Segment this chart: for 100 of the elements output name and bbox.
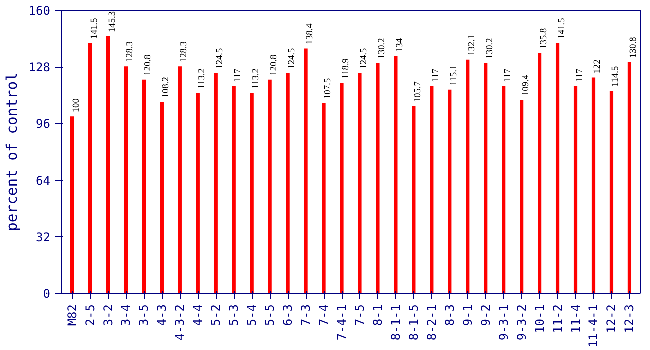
y-tick-label: 64 [36,174,51,188]
bar [160,102,164,294]
x-tick-label: 12-2 [604,304,619,334]
bar [322,103,326,294]
data-label: 130.2 [377,38,388,60]
x-tick-label: 3-4 [119,304,134,326]
data-label: 117 [431,68,442,83]
data-label: 128.3 [180,41,190,63]
x-tick-label: 11-2 [550,304,565,334]
bar [142,80,146,294]
x-tick-label: 8-1 [370,304,385,326]
x-tick-label: 7-4 [317,304,332,326]
bar [304,48,308,294]
bar [286,73,290,294]
data-label: 130.8 [629,36,640,58]
bar [412,106,416,294]
bar [214,73,218,294]
data-label: 128.3 [126,41,136,63]
y-tick-label: 32 [36,230,51,244]
x-tick-label: 8-3 [442,304,457,326]
y-tick-label: 160 [28,4,51,18]
bar [502,86,506,294]
x-tick-label: 5-2 [209,304,224,326]
data-label: 132.1 [467,34,478,56]
bar [592,78,596,294]
bar [124,66,128,294]
bar [394,56,398,294]
data-label: 145.3 [108,11,118,32]
y-axis-title: percent of control [4,72,21,232]
data-label: 141.5 [90,18,100,40]
x-tick-label: 3-5 [137,304,152,326]
data-label: 130.2 [485,38,496,60]
x-tick-label: 4-3-2 [173,304,188,341]
bar [610,90,614,294]
y-tick-label: 128 [28,60,51,75]
bar [106,36,110,294]
data-label: 135.8 [539,28,550,50]
bar [376,63,380,294]
bar [628,62,632,294]
data-label: 138.4 [306,23,316,45]
bar [538,53,542,294]
data-label: 100 [72,98,82,113]
x-tick-label: 10-1 [532,304,547,334]
bar [178,66,182,294]
data-label: 118.9 [342,58,352,80]
x-tick-label: 9-1 [460,304,475,326]
data-label: 141.5 [557,18,568,40]
bar [232,86,236,294]
x-tick-label: 8-1-5 [406,304,421,341]
data-label: 113.2 [252,68,262,90]
bar [448,90,452,294]
data-label: 117 [234,68,244,83]
x-tick-label: 9-3-2 [514,304,529,341]
data-label: 105.7 [413,81,424,103]
x-tick-label: 4-3 [155,304,170,326]
data-label: 124.5 [216,48,226,70]
bar [358,73,362,294]
x-tick-label: 8-1-1 [388,304,403,341]
bar [430,86,434,294]
bar [196,93,200,294]
x-tick-label: 8-2-1 [424,304,439,341]
x-tick-label: 7-5 [352,304,367,326]
data-label: 120.8 [144,54,154,76]
data-label: 120.8 [270,54,280,76]
x-tick-label: 9-3-1 [496,304,511,341]
y-tick-label: 96 [36,117,51,132]
bar [484,63,488,294]
bar [70,116,74,294]
x-tick-label: 9-2 [478,304,493,326]
x-tick-label: 11-4-1 [586,304,601,348]
x-tick-label: 12-3 [622,304,637,334]
data-label: 117 [575,68,586,83]
bar [268,80,272,294]
bar [340,83,344,294]
data-label: 108.2 [162,76,172,98]
data-label: 124.5 [359,48,370,70]
data-label: 109.4 [521,74,532,96]
x-tick-label: 7-3 [299,304,314,326]
x-tick-label: 5-3 [227,304,242,326]
x-tick-label: M82 [65,304,80,326]
bar [88,43,92,294]
bar [250,93,254,294]
x-tick-label: 5-4 [245,304,260,326]
y-tick-label: 0 [43,287,51,301]
x-tick-label: 7-4-1 [335,304,350,341]
bar [466,60,470,294]
data-label: 122 [593,59,604,74]
x-tick-label: 6-3 [281,304,296,326]
bar [556,43,560,294]
x-tick-label: 3-2 [101,304,116,326]
data-label: 114.5 [611,66,622,87]
bar [520,100,524,294]
data-label: 134 [395,38,406,52]
data-label: 117 [503,68,514,83]
x-tick-label: 11-4 [568,304,583,334]
data-label: 113.2 [198,68,208,90]
data-label: 107.5 [324,78,334,100]
data-label: 115.1 [449,64,460,86]
x-tick-label: 5-5 [263,304,278,326]
x-tick-label: 4-4 [191,304,206,326]
